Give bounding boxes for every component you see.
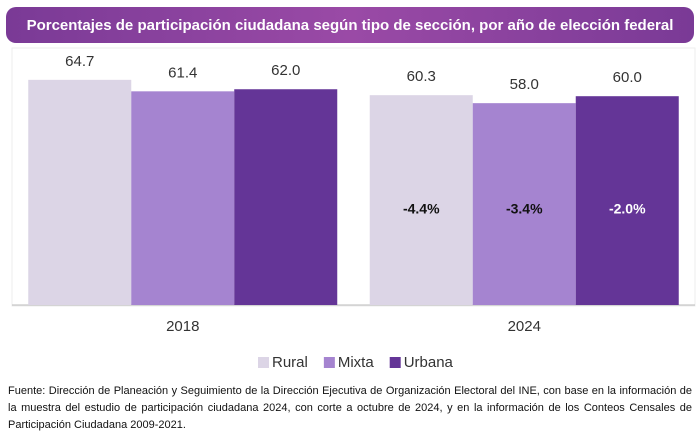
bar <box>472 103 576 305</box>
legend-label: Mixta <box>338 354 374 371</box>
x-tick-label: 2024 <box>508 318 541 335</box>
legend-label: Urbana <box>404 354 454 371</box>
bar <box>28 79 132 306</box>
change-label: -4.4% <box>403 201 440 217</box>
chart-title: Porcentajes de participación ciudadana s… <box>27 17 674 34</box>
value-label: 64.7 <box>65 53 94 70</box>
value-label: 62.0 <box>271 62 300 79</box>
source-note: Fuente: Dirección de Planeación y Seguim… <box>8 385 692 431</box>
plot-frame <box>11 47 696 307</box>
chart: Porcentajes de participación ciudadana s… <box>6 7 696 371</box>
value-label: 60.3 <box>407 68 436 85</box>
value-label: 60.0 <box>613 69 642 86</box>
change-label: -3.4% <box>506 201 543 217</box>
change-label: -2.0% <box>609 201 646 217</box>
bar <box>575 96 679 305</box>
legend-swatch <box>323 357 335 368</box>
bar <box>369 95 473 305</box>
value-label: 61.4 <box>168 64 197 81</box>
x-tick-label: 2018 <box>166 318 199 335</box>
bar <box>131 91 235 305</box>
legend-swatch <box>389 357 401 368</box>
value-label: 58.0 <box>510 76 539 93</box>
bar <box>234 89 338 306</box>
title-banner <box>6 7 694 43</box>
legend-label: Rural <box>272 354 308 371</box>
legend-swatch <box>258 357 269 368</box>
